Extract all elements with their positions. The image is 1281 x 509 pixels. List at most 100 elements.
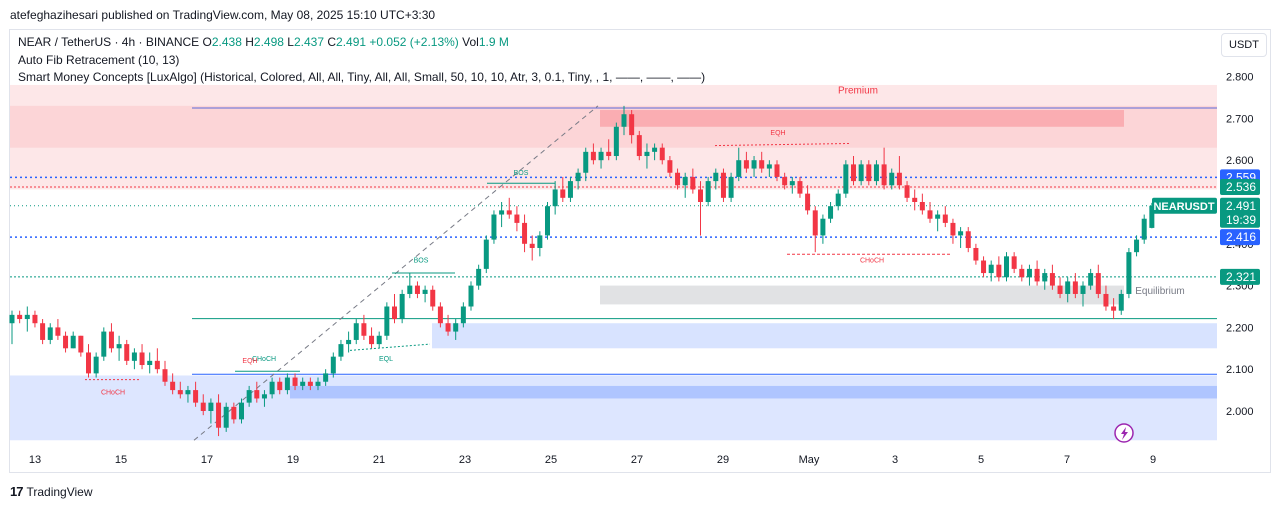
candle-body	[1042, 273, 1048, 282]
candle-body	[185, 390, 191, 395]
candle-body	[483, 239, 489, 269]
candle-body	[797, 181, 803, 194]
candle-body	[353, 323, 359, 340]
annotation-eql: EQL	[379, 356, 393, 363]
candle-body	[55, 327, 61, 336]
y-tick-label: 2.100	[1226, 364, 1254, 376]
candle-body	[254, 390, 260, 399]
candle-body	[606, 151, 612, 157]
candle-body	[981, 260, 987, 274]
candle-body	[338, 344, 344, 357]
candle-body	[835, 193, 841, 207]
x-tick-label: 25	[545, 454, 557, 466]
symbol-badge	[1152, 197, 1217, 214]
candle-body	[330, 356, 336, 374]
order-block-bullish	[432, 323, 1217, 349]
y-tick-label: 2.800	[1226, 72, 1254, 84]
premium-zone	[10, 84, 1217, 190]
currency-unit-button[interactable]: USDT	[1221, 33, 1267, 57]
candle-body	[560, 189, 566, 198]
candle-body	[315, 381, 321, 386]
x-tick-label: 27	[631, 454, 643, 466]
candle-body	[78, 335, 84, 353]
candle-body	[1065, 281, 1071, 294]
order-block-bearish	[600, 110, 1124, 127]
candle-body	[300, 381, 306, 386]
candle-body	[32, 314, 38, 324]
candle-body	[889, 172, 895, 186]
candle-body	[927, 210, 933, 219]
candle-body	[1134, 239, 1140, 253]
annotation-choch-2: CHoCH	[101, 389, 125, 396]
candle-body	[659, 147, 665, 161]
candle-body	[93, 356, 99, 374]
low-value: 2.437	[293, 35, 324, 49]
candle-body	[1149, 205, 1155, 228]
candle-body	[942, 214, 948, 223]
y-tick-label: 2.600	[1226, 155, 1254, 167]
tradingview-footer[interactable]: 17 TradingView	[10, 484, 93, 499]
candle-body	[1088, 273, 1094, 286]
indicator-smc[interactable]: Smart Money Concepts [LuxAlgo] (Historic…	[18, 70, 706, 84]
candle-body	[529, 243, 535, 248]
last-price-label: 2.491	[1226, 199, 1256, 213]
candle-body	[598, 151, 604, 161]
eqh-line	[714, 142, 851, 147]
tradingview-logo-icon: 17	[10, 484, 24, 499]
candle-body	[414, 285, 420, 294]
candle-body	[1080, 285, 1086, 294]
candle-body	[782, 176, 788, 186]
candle-body	[613, 126, 619, 157]
candle-body	[728, 176, 734, 198]
price-tag	[1220, 229, 1260, 246]
candle-body	[896, 172, 902, 186]
eql-line	[349, 343, 431, 351]
candle-body	[399, 293, 405, 320]
annotation-bos-2: BOS	[414, 258, 429, 265]
candle-body	[789, 181, 795, 186]
candle-body	[239, 402, 244, 420]
footer-brand: TradingView	[26, 484, 93, 499]
candle-body	[108, 331, 114, 349]
candle-body	[958, 231, 964, 236]
y-tick-label: 2.200	[1226, 322, 1254, 334]
candle-body	[9, 314, 15, 324]
candle-body	[208, 402, 214, 411]
candle-body	[575, 172, 581, 182]
candle-body	[277, 381, 283, 391]
symbol-badge-text: NEARUSDT	[1153, 201, 1214, 213]
candle-body	[736, 160, 742, 177]
candle-body	[965, 231, 971, 248]
candle-body	[200, 402, 206, 411]
candle-body	[231, 406, 237, 420]
candle-body	[499, 210, 505, 215]
publisher-line: atefeghazihesari published on TradingVie…	[10, 8, 436, 22]
candle-body	[193, 390, 199, 403]
candle-body	[1072, 281, 1078, 294]
candle-body	[407, 285, 413, 294]
price-tag	[1220, 178, 1260, 195]
candle-body	[743, 160, 749, 169]
candle-body	[988, 264, 994, 274]
candle-body	[1026, 268, 1032, 278]
candle-body	[369, 335, 375, 345]
candle-body	[514, 214, 520, 223]
candle-body	[392, 306, 397, 320]
candle-body	[1057, 285, 1063, 294]
x-tick-label: 13	[29, 454, 41, 466]
candle-body	[292, 377, 298, 386]
candle-body	[705, 181, 711, 202]
candle-body	[675, 172, 681, 186]
candle-body	[1111, 306, 1117, 311]
x-tick-label: 21	[373, 454, 385, 466]
candle-body	[828, 206, 834, 219]
x-tick-label: 23	[459, 454, 471, 466]
annotation-bos: BOS	[514, 170, 529, 177]
last-price-tag	[1220, 197, 1260, 228]
equilibrium-zone	[600, 285, 1124, 305]
candle-body	[881, 164, 887, 186]
candle-body	[690, 176, 696, 190]
candle-body	[1126, 252, 1132, 294]
indicator-fib[interactable]: Auto Fib Retracement (10, 13)	[18, 53, 180, 67]
